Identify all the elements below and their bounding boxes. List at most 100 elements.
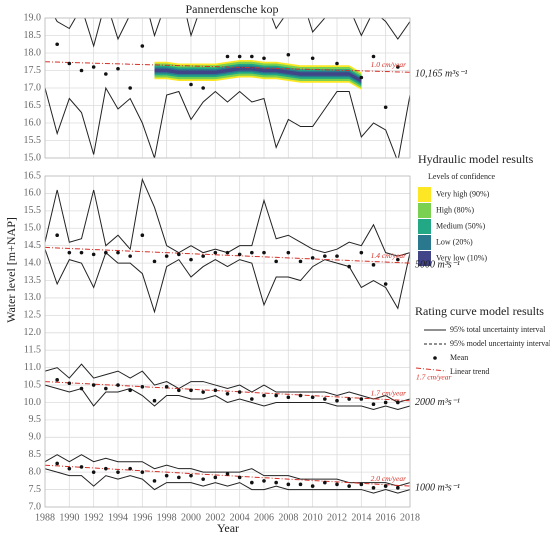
x-tick-label: 2008 xyxy=(278,512,298,523)
mean-point xyxy=(140,44,145,48)
mean-point xyxy=(201,477,205,481)
mean-point xyxy=(67,250,72,255)
legend-sample xyxy=(415,367,447,372)
x-tick-label: 1988 xyxy=(35,512,55,523)
y-tick-label: 12.5 xyxy=(24,310,42,321)
mean-point xyxy=(335,254,339,258)
plot-frame xyxy=(44,175,411,508)
trend-label: 1.7 cm/year xyxy=(371,388,406,397)
mean-point xyxy=(347,397,351,401)
legend-swatch xyxy=(418,219,431,234)
mean-point xyxy=(225,250,230,255)
mean-point xyxy=(201,86,205,90)
mean-point xyxy=(323,397,327,401)
mean-point xyxy=(298,393,303,398)
mean-point xyxy=(323,480,327,485)
mean-point xyxy=(67,61,72,66)
mean-point xyxy=(298,259,303,264)
series-label: 5000 m³s⁻¹ xyxy=(415,259,460,270)
y-tick-label: 8.5 xyxy=(29,449,42,460)
y-tick-label: 10.5 xyxy=(24,379,42,390)
mean-point xyxy=(237,390,242,394)
legend-swatch xyxy=(418,235,431,250)
mean-point xyxy=(55,42,59,47)
mean-point xyxy=(262,56,266,61)
mean-point xyxy=(225,472,230,476)
mean-point xyxy=(383,282,388,286)
mean-point xyxy=(250,250,254,255)
series-label: 2000 m³s⁻¹ xyxy=(415,397,460,408)
trend-label: 2.0 cm/year xyxy=(371,474,406,483)
mean-point xyxy=(152,479,157,483)
x-tick-label: 2002 xyxy=(205,512,225,523)
mean-point xyxy=(383,484,388,488)
mean-point xyxy=(383,400,388,405)
mean-point xyxy=(79,68,84,73)
x-tick-label: 1998 xyxy=(157,512,177,523)
legend-label: Very low (10%) xyxy=(436,253,487,262)
legend-trend-example: 1.7 cm/year xyxy=(416,373,451,382)
x-tick-label: 1992 xyxy=(84,512,104,523)
mean-point xyxy=(140,470,145,474)
y-tick-label: 18.5 xyxy=(24,30,42,41)
x-tick-label: 1996 xyxy=(132,512,152,523)
legend-title: Rating curve model results xyxy=(415,304,544,318)
mean-point xyxy=(55,378,59,382)
legend-swatch xyxy=(418,251,431,266)
mean-point xyxy=(286,395,291,400)
mean-point xyxy=(396,486,400,490)
x-tick-label: 2010 xyxy=(303,512,323,523)
x-tick-label: 2012 xyxy=(327,512,347,523)
legend-label: Linear trend xyxy=(450,367,489,376)
mean-point xyxy=(274,393,278,398)
mean-point xyxy=(116,383,120,387)
legend-label: 95% total uncertainty interval xyxy=(450,325,546,334)
trend-line xyxy=(45,381,410,402)
y-tick-label: 15.5 xyxy=(24,205,42,216)
series-label: 10,165 m³s⁻¹ xyxy=(415,69,467,80)
mean-point xyxy=(262,393,266,398)
mean-point xyxy=(116,250,120,255)
y-tick-label: 7.0 xyxy=(29,501,42,512)
mean-point xyxy=(250,480,254,485)
y-tick-label: 11.0 xyxy=(24,362,41,373)
mean-point xyxy=(286,250,291,255)
mean-point xyxy=(383,105,388,110)
mean-point xyxy=(347,484,351,488)
trend-line xyxy=(45,246,410,264)
mean-point xyxy=(250,54,254,59)
mean-point xyxy=(164,254,169,258)
mean-point xyxy=(359,482,364,487)
y-tick-label: 10.0 xyxy=(24,397,42,408)
y-tick-label: 15.0 xyxy=(24,152,42,163)
mean-point xyxy=(55,461,59,466)
mean-point xyxy=(104,466,108,471)
y-tick-label: 17.5 xyxy=(24,65,42,76)
y-tick-label: 11.5 xyxy=(24,345,41,356)
mean-point xyxy=(128,388,132,393)
legend-label: Mean xyxy=(450,353,468,362)
plot-frame xyxy=(44,17,411,159)
y-tick-label: 9.0 xyxy=(29,432,42,443)
y-tick-label: 15.0 xyxy=(24,223,42,234)
plot-area xyxy=(45,177,410,494)
mean-point xyxy=(323,254,327,258)
y-tick-label: 16.5 xyxy=(24,100,42,111)
legend-label: Very high (90%) xyxy=(436,189,490,198)
x-tick-label: 1994 xyxy=(108,512,128,523)
mean-point xyxy=(335,61,339,66)
mean-point xyxy=(91,65,96,69)
mean-point xyxy=(116,470,120,474)
y-tick-label: 13.0 xyxy=(24,292,42,303)
trend-label: 1.0 cm/year xyxy=(371,60,406,69)
mean-point xyxy=(274,480,278,485)
mean-point xyxy=(310,395,315,400)
y-tick-label: 17.0 xyxy=(24,82,42,93)
mean-point xyxy=(335,398,339,403)
mean-point xyxy=(396,257,400,262)
x-tick-label: 1990 xyxy=(59,512,79,523)
y-tick-label: 16.5 xyxy=(24,170,42,181)
y-tick-label: 9.5 xyxy=(29,414,42,425)
y-tick-label: 14.5 xyxy=(24,240,42,251)
mean-point xyxy=(116,66,120,71)
